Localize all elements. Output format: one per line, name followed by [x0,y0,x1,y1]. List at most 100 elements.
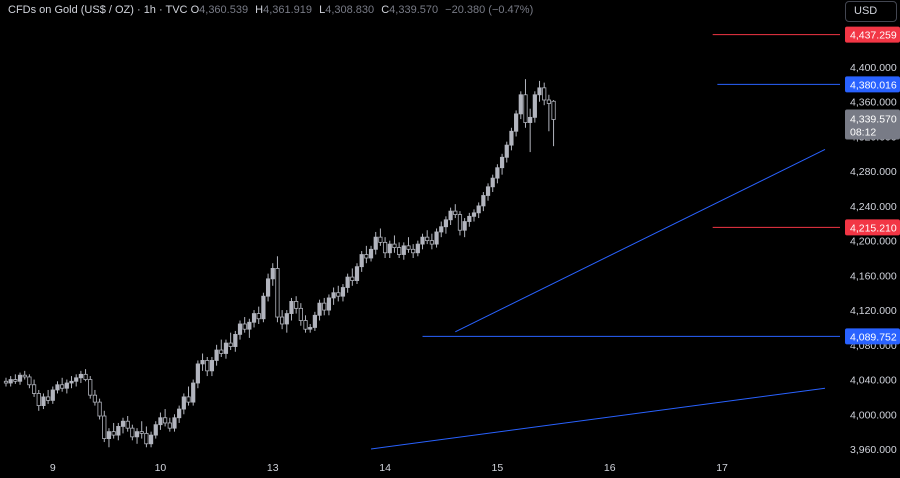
candle-body [499,156,505,169]
candle-body [261,295,266,320]
candle-body [251,313,257,323]
candle-body [448,210,453,221]
candle-body [237,323,243,335]
x-tick-label: 14 [379,462,391,474]
candle-body [163,417,168,424]
candle-body [83,373,88,380]
candle-body [256,313,261,320]
candle-body [420,236,425,245]
price-labels: 4,437.259 4,380.016 4,215.210 4,089.752 4,33… [845,26,900,345]
candle-body [280,316,285,325]
open-value: 4,360.539 [199,4,249,16]
high-value: 4,361.919 [263,4,313,16]
candle-body [167,422,172,429]
candle-body [191,382,196,403]
level-price-text: 4,089.752 [850,331,897,343]
candle-body [265,278,271,297]
trendline [455,149,826,333]
candle-body [60,384,65,389]
candle-body [177,408,182,419]
candle-body [148,434,154,445]
candle-body [275,268,280,318]
candle-body [322,302,327,311]
y-tick-label: 4,040.000 [850,375,897,387]
level-price-tag [845,76,900,93]
candle-body [102,415,107,439]
candle-body [97,401,102,417]
x-tick-label: 15 [492,462,504,474]
candle-body [340,287,346,297]
candle-body [27,376,32,386]
candle-body [158,417,163,426]
bar-countdown-text: 08:12 [850,126,876,138]
level-price-text: 4,437.259 [850,30,897,42]
candle-body [181,396,186,410]
x-tick-label: 13 [267,462,279,474]
candle-body [471,212,477,217]
candle-body [31,384,37,394]
candle-body [74,377,79,382]
candle-body [205,360,210,372]
candle-body [233,333,238,347]
candle-body [504,144,509,158]
y-tick-label: 4,160.000 [850,270,897,282]
candle-body [368,248,374,259]
last-price-tag [845,109,900,140]
candle-body [331,292,336,299]
y-tick-label: 4,240.000 [850,201,897,213]
currency-button[interactable]: USD [845,1,897,22]
candle-body [223,342,229,354]
candle-body [425,236,430,242]
y-tick-label: 3,960.000 [850,444,897,456]
candle-body [495,167,500,179]
candle-body [537,87,542,96]
candle-body [415,243,420,254]
candle-body [378,236,383,243]
candle-body [3,380,9,384]
candle-body [326,297,332,311]
candle-body [490,177,495,188]
candle-body [116,426,121,436]
y-tick-label: 4,400.000 [850,62,897,74]
candle-body [476,205,481,214]
y-tick-label: 4,000.000 [850,409,897,421]
symbol-title: CFDs on Gold (US$ / OZ) · 1h · TVC [8,4,188,16]
candle-body [78,373,83,379]
candle-body [186,396,191,403]
candle-body [64,382,69,389]
time-axis[interactable]: 9 10 13 14 15 16 17 [50,462,728,474]
candle-body [13,379,18,382]
symbol-legend: CFDs on Gold (US$ / OZ) · 1h · TVC O4,36… [8,4,537,16]
candle-body [8,379,13,384]
candles [3,79,556,448]
candle-body [17,374,23,382]
candle-body [106,431,112,439]
candle-body [139,431,144,434]
low-value: 4,308.830 [325,4,375,16]
x-tick-label: 16 [604,462,616,474]
candle-body [88,379,93,396]
candle-body [46,396,51,401]
candle-body [457,214,463,231]
candle-body [439,226,444,233]
candle-body [481,195,486,207]
candle-body [303,320,308,330]
level-price-text: 4,215.210 [850,222,897,234]
candle-body [41,396,46,406]
candle-body [111,431,116,436]
candle-body [401,245,406,255]
candle-body [312,314,317,328]
candle-body [429,240,434,245]
candle-body [551,100,556,120]
candle-body [364,254,369,259]
candle-body [22,374,27,378]
candle-body [125,420,130,429]
x-tick-label: 17 [716,462,728,474]
candle-body [518,94,523,115]
candle-body [373,236,378,250]
candle-body [294,301,299,309]
candle-body [55,384,60,391]
candle-body [298,307,303,321]
candle-body [359,254,364,268]
